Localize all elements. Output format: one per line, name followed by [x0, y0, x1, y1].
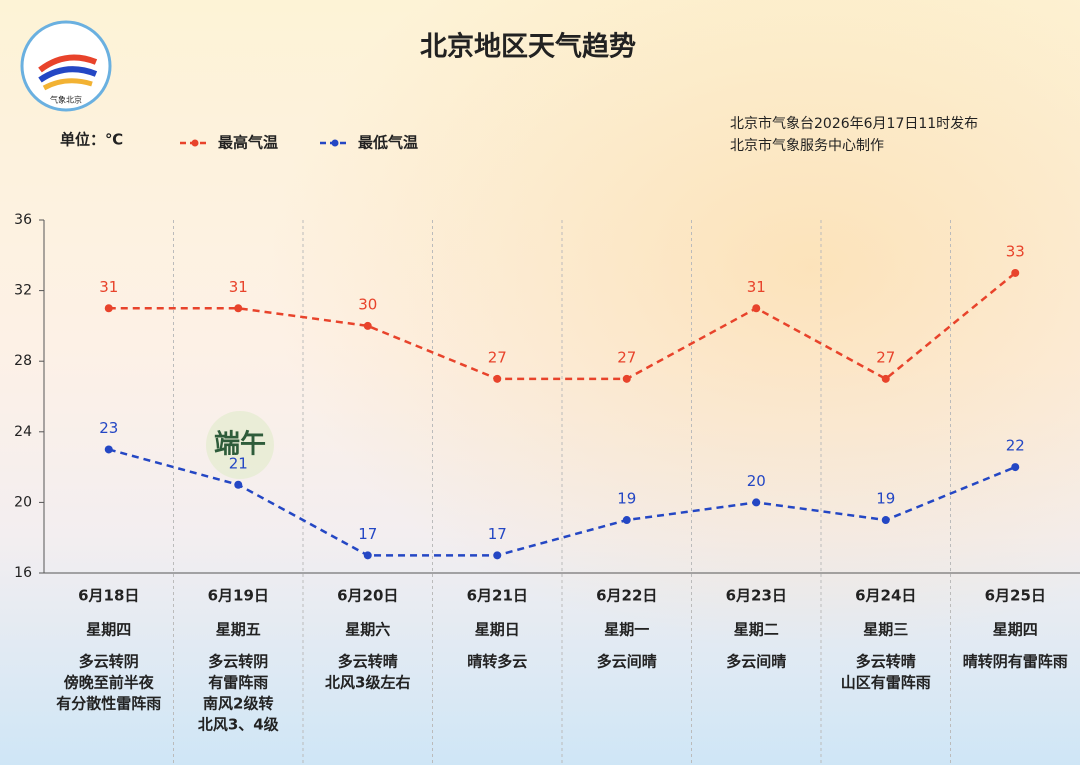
- weather-label: 北风3级左右: [325, 674, 410, 692]
- data-label: 17: [358, 525, 377, 543]
- series-line: [108, 448, 1016, 557]
- data-label: 19: [617, 490, 636, 508]
- data-point: [363, 321, 372, 330]
- data-point: [881, 374, 890, 383]
- weather-label: 南风2级转: [203, 695, 273, 713]
- data-point: [622, 516, 631, 525]
- legend-marker: [331, 139, 339, 147]
- data-point: [234, 304, 243, 313]
- x-tick-label: 6月19日: [208, 587, 269, 605]
- data-point: [752, 498, 761, 507]
- weekday-label: 星期日: [475, 621, 520, 639]
- y-tick-label: 16: [14, 565, 32, 581]
- data-label: 21: [229, 454, 248, 472]
- x-tick-label: 6月23日: [726, 587, 787, 605]
- weather-label: 晴转阴有雷阵雨: [963, 653, 1068, 671]
- y-tick-label: 36: [14, 212, 32, 228]
- data-label: 17: [488, 525, 507, 543]
- x-tick-label: 6月22日: [596, 587, 657, 605]
- badge-text: 端午: [214, 429, 266, 460]
- weather-label: 多云转晴: [338, 653, 398, 671]
- y-tick-label: 24: [14, 424, 32, 440]
- data-label: 27: [617, 348, 636, 366]
- legend-marker: [191, 139, 199, 147]
- data-point: [1011, 268, 1020, 277]
- data-label: 30: [358, 295, 377, 313]
- y-tick-label: 32: [14, 283, 32, 299]
- weather-label: 北风3、4级: [198, 716, 280, 734]
- weather-label: 山区有雷阵雨: [841, 674, 931, 692]
- weather-label: 傍晚至前半夜: [64, 674, 155, 692]
- weekday-label: 星期二: [734, 621, 779, 639]
- weather-label: 多云转阴: [208, 653, 268, 671]
- data-label: 31: [747, 278, 766, 296]
- weather-label: 多云转阴: [79, 653, 139, 671]
- weekday-label: 星期五: [216, 621, 261, 639]
- data-label: 20: [747, 472, 766, 490]
- data-point: [493, 551, 502, 560]
- weather-label: 有雷阵雨: [208, 674, 268, 692]
- data-label: 27: [488, 348, 507, 366]
- weekday-label: 星期六: [345, 621, 390, 639]
- weather-label: 多云间晴: [726, 653, 786, 671]
- source-line: 北京市气象服务中心制作: [730, 137, 884, 154]
- weather-label: 晴转多云: [467, 653, 527, 671]
- weekday-label: 星期三: [863, 621, 908, 639]
- unit-label: 单位：℃: [60, 131, 123, 149]
- data-point: [1011, 463, 1020, 472]
- data-label: 22: [1006, 437, 1025, 455]
- data-point: [881, 516, 890, 525]
- x-tick-label: 6月21日: [467, 587, 528, 605]
- weather-label: 有分散性雷阵雨: [56, 695, 161, 713]
- x-tick-label: 6月25日: [985, 587, 1046, 605]
- data-point: [104, 445, 113, 454]
- data-label: 31: [229, 278, 248, 296]
- data-point: [622, 374, 631, 383]
- data-label: 31: [99, 278, 118, 296]
- data-point: [752, 304, 761, 313]
- weekday-label: 星期四: [86, 621, 131, 639]
- chart-title: 北京地区天气趋势: [420, 31, 636, 63]
- x-tick-label: 6月18日: [78, 587, 139, 605]
- data-point: [104, 304, 113, 313]
- source-line: 北京市气象台2026年6月17日11时发布: [730, 115, 978, 132]
- legend-label: 最高气温: [218, 134, 278, 152]
- x-tick-label: 6月24日: [855, 587, 916, 605]
- data-label: 27: [876, 348, 895, 366]
- weather-label: 多云转晴: [856, 653, 916, 671]
- y-tick-label: 28: [14, 353, 32, 369]
- data-point: [493, 374, 502, 383]
- x-tick-label: 6月20日: [337, 587, 398, 605]
- data-label: 33: [1006, 242, 1025, 260]
- y-tick-label: 20: [14, 494, 32, 510]
- badge: 端午: [206, 411, 274, 479]
- legend-label: 最低气温: [358, 134, 418, 152]
- weather-label: 多云间晴: [597, 653, 657, 671]
- data-point: [363, 551, 372, 560]
- weekday-label: 星期一: [604, 621, 649, 639]
- weekday-label: 星期四: [993, 621, 1038, 639]
- data-point: [234, 480, 243, 489]
- data-label: 23: [99, 419, 118, 437]
- logo: 气象北京: [20, 20, 112, 112]
- logo-text: 气象北京: [50, 95, 82, 105]
- data-label: 19: [876, 490, 895, 508]
